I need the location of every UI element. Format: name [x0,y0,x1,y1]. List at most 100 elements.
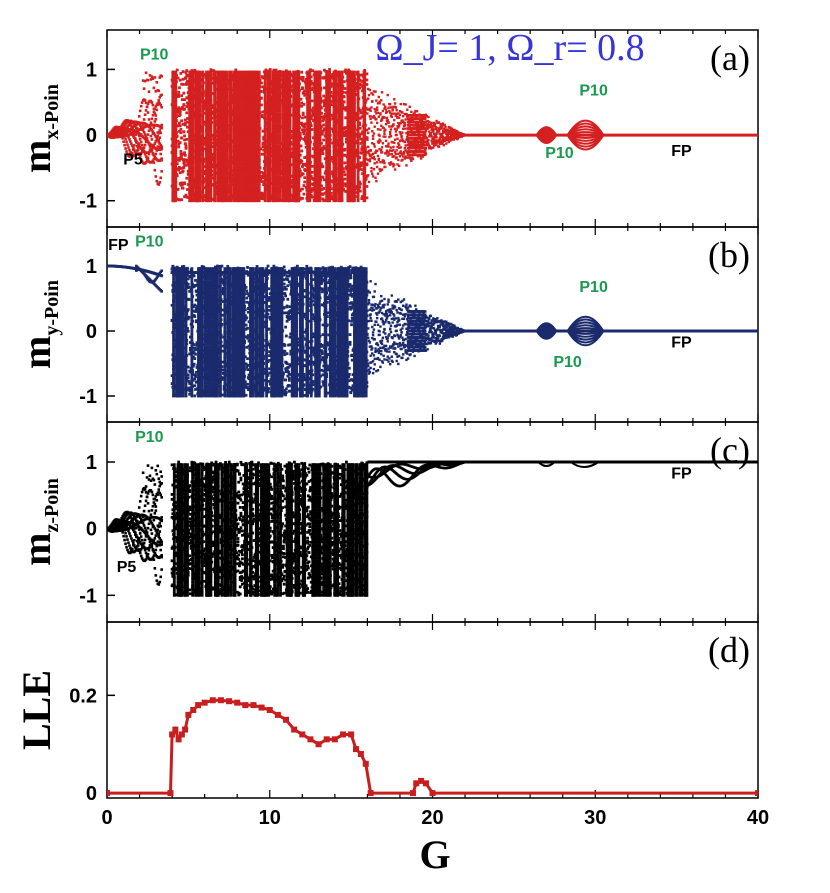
data-point [176,108,180,112]
data-point [257,123,261,126]
data-point [252,186,256,189]
data-point [227,176,230,180]
data-point [254,110,257,113]
data-point [251,196,255,200]
data-point [230,99,233,103]
data-point [223,83,227,87]
data-point [257,133,261,137]
data-point [243,110,247,113]
data-point [218,160,222,164]
data-point [201,188,205,192]
data-point [221,107,225,111]
data-point [252,180,256,184]
data-point [191,99,195,103]
data-point [197,104,200,108]
data-point [252,89,256,92]
data-point [191,131,195,134]
data-point [278,131,282,134]
data-point [252,162,256,166]
data-point [207,75,211,79]
data-point [217,78,221,82]
data-point [158,129,162,132]
data-point [175,114,178,117]
data-point [180,119,184,123]
data-point [217,125,221,129]
data-point [238,162,241,166]
data-point [248,170,252,174]
data-point [235,170,238,174]
data-point [244,157,248,161]
data-point [174,180,178,184]
data-point [140,101,144,104]
data-point [201,75,205,79]
data-point [243,199,247,203]
data-point [144,71,148,75]
data-point [198,133,202,137]
data-point [268,120,272,124]
data-point [172,141,176,145]
data-point [228,183,232,187]
data-point [202,100,205,104]
data-point [244,128,248,132]
data-point [142,146,146,150]
data-point [268,73,272,77]
data-point [268,115,272,119]
data-point [249,167,253,171]
data-point [268,170,272,174]
data-point [205,110,208,113]
data-point [225,120,229,124]
data-point [125,132,128,135]
data-point [191,81,195,84]
data-point [219,110,223,113]
data-point [177,90,181,94]
data-point [228,115,232,119]
data-point [211,133,215,137]
data-point [174,78,178,82]
data-point [254,102,257,105]
data-point [214,181,218,185]
data-point [189,99,192,103]
data-point [241,99,245,103]
data-point [175,74,178,77]
data-point [223,165,227,168]
data-point [246,188,250,192]
plot-area [107,68,758,203]
data-point [244,199,248,203]
data-point [139,152,143,155]
data-point [217,107,221,111]
data-point [246,154,250,158]
data-point [198,102,202,105]
data-point [191,89,195,92]
data-point [205,75,208,79]
data-point [246,102,250,105]
data-point [243,86,247,90]
data-point [209,133,213,137]
data-point [223,131,227,134]
data-point [260,81,263,85]
data-point [189,131,192,134]
data-point [201,167,205,171]
data-point [198,178,202,182]
data-point [191,75,195,79]
data-point [201,78,205,82]
data-point [268,68,272,71]
data-point [251,152,255,155]
data-point [246,146,250,150]
data-point [249,199,253,203]
data-point [186,161,190,165]
data-point [232,110,236,113]
data-point [207,144,211,147]
data-point [149,99,153,103]
data-point [246,194,250,197]
data-point [154,117,158,121]
data-point [191,173,195,176]
data-point [249,165,253,168]
data-point [210,183,214,187]
data-point [133,144,136,147]
data-point [201,194,205,197]
data-point [230,194,233,197]
data-point [263,136,267,140]
data-point [239,102,243,105]
data-point [209,180,213,184]
data-point [191,180,195,184]
